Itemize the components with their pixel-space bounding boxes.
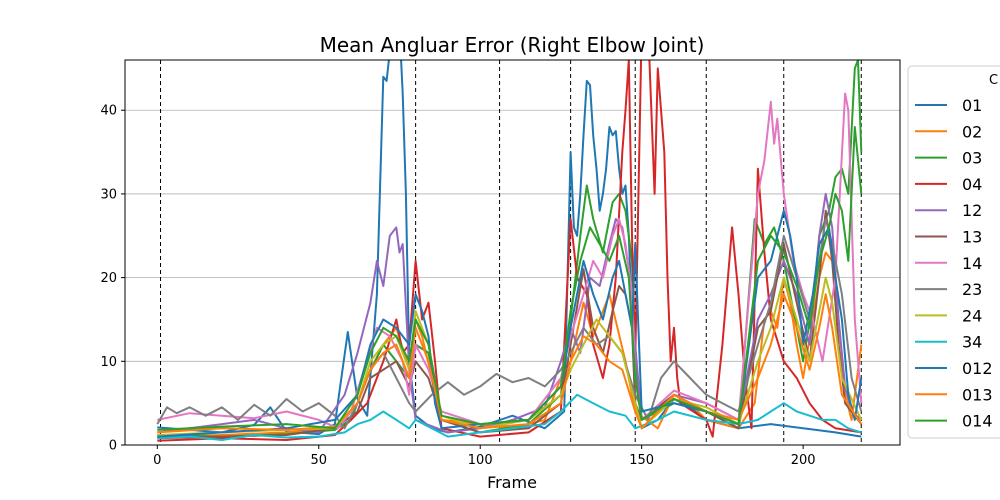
x-tick-label: 50: [310, 453, 327, 468]
legend-label-13: 13: [962, 228, 982, 247]
series-line-34: [157, 393, 862, 441]
legend: C 01 02 03 04 12 13 14 23 24 34 012 013 014: [907, 65, 1000, 439]
y-tick-label: 30: [100, 187, 117, 202]
legend-label-12: 12: [962, 201, 982, 220]
legend-label-014: 014: [962, 412, 993, 431]
x-tick-label: 200: [791, 453, 816, 468]
plot-frame: [124, 59, 901, 446]
legend-label-04: 04: [962, 175, 982, 194]
legend-label-013: 013: [962, 385, 993, 404]
series-line-23: [156, 218, 863, 430]
x-axis-ticks: 0 50 100 150 200: [153, 445, 816, 468]
series-line-013: [157, 293, 863, 434]
x-tick-label: 150: [629, 453, 654, 468]
x-tick-label: 100: [468, 453, 493, 468]
series-line-014: [157, 126, 863, 431]
y-tick-label: 20: [100, 271, 117, 286]
series-lines: [156, 60, 863, 442]
legend-label-23: 23: [962, 280, 982, 299]
series-line-04: [157, 60, 862, 442]
x-tick-label: 0: [153, 453, 161, 468]
legend-label-01: 01: [962, 96, 982, 115]
x-axis-title: Frame: [487, 473, 537, 492]
series-line-012: [157, 209, 863, 438]
chart-title: Mean Angluar Error (Right Elbow Joint): [320, 33, 705, 57]
series-line-13: [157, 209, 863, 440]
legend-label-14: 14: [962, 254, 982, 273]
y-tick-label: 40: [100, 104, 117, 119]
legend-items: 01 02 03 04 12 13 14 23 24 34 012 013 014: [915, 96, 993, 431]
y-axis-ticks: 0 10 20 30 40: [100, 104, 125, 454]
legend-frame: [907, 65, 1000, 439]
legend-label-012: 012: [962, 359, 993, 378]
y-tick-label: 10: [100, 355, 117, 370]
y-tick-label: 0: [109, 439, 117, 454]
legend-label-24: 24: [962, 306, 982, 325]
series-line-24: [157, 276, 863, 436]
legend-title: C: [989, 73, 998, 88]
legend-label-34: 34: [962, 333, 982, 352]
legend-label-03: 03: [962, 149, 982, 168]
legend-label-02: 02: [962, 122, 982, 141]
